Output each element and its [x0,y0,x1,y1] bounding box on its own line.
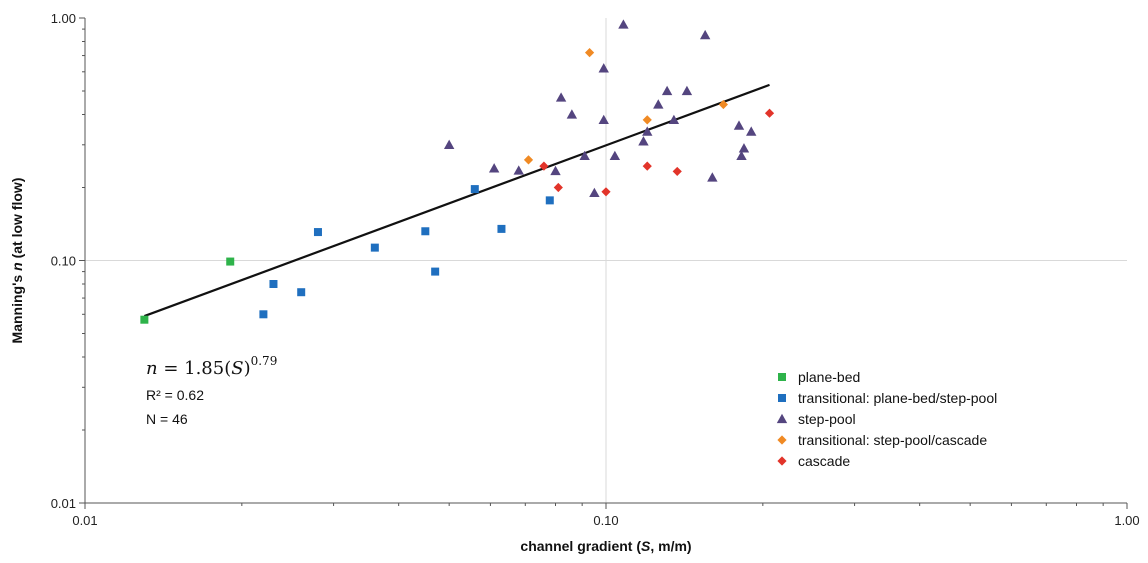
x-tick-label-2: 1.00 [1114,513,1139,528]
data-point [601,187,611,197]
data-point [598,114,609,125]
data-point [443,139,455,149]
data-point [638,136,649,146]
axes [79,17,1128,509]
x-axis-title-variable: S [641,538,651,554]
trend-line [143,83,770,318]
series-step-pool [443,19,757,198]
equation-var: S [231,358,243,379]
data-point [140,315,149,324]
y-axis-title-suffix: (at low flow) [9,178,25,263]
data-point [584,47,595,58]
data-point [718,99,728,110]
data-point [259,310,268,319]
tick-labels: 0.01 0.10 1.00 0.01 0.10 1.00 [51,11,1140,528]
gridlines [85,18,1127,503]
y-tick-label-0: 0.01 [51,496,76,511]
data-point [642,126,653,136]
legend-marker-4 [777,456,787,466]
data-point [566,109,578,119]
legend-marker-2 [776,413,788,424]
x-tick-label-1: 0.10 [593,513,618,528]
legend: plane-bed transitional: plane-bed/step-po… [776,369,997,469]
data-point [598,63,609,73]
data-point [431,267,440,276]
legend-label-1: transitional: plane-bed/step-pool [798,390,997,406]
y-axis-title-variable: n [9,262,25,271]
data-point [523,155,534,165]
data-point [497,224,506,233]
x-axis-title: channel gradient (S, m/m) [520,538,691,554]
equation-mid: = 1.85( [158,358,232,379]
data-point [539,161,549,171]
data-point [370,243,379,252]
y-axis-title-prefix: Manning's [9,271,25,344]
equation-exponent: 0.79 [251,354,278,368]
legend-label-2: step-pool [798,411,856,427]
data-point [642,161,652,171]
data-point [488,163,500,173]
x-axis-title-prefix: channel gradient ( [520,538,641,554]
y-tick-label-1: 0.10 [51,254,76,269]
series-transitional-plane-bed-step-pool [259,185,554,319]
legend-label-0: plane-bed [798,369,860,385]
data-point [642,115,652,125]
y-axis-title: Manning's n (at low flow) [9,178,25,344]
n-count-label: N = 46 [146,411,188,427]
data-point [609,150,621,161]
x-tick-label-0: 0.01 [72,513,97,528]
data-point [672,166,682,177]
data-point [555,92,567,102]
data-point [550,165,561,176]
y-tick-label-2: 1.00 [51,11,76,26]
data-point [579,150,590,161]
legend-marker-3 [777,435,787,445]
data-point [618,19,629,29]
data-point [668,114,680,125]
data-point [661,85,673,96]
data-point [681,85,693,96]
data-point [707,172,718,182]
equation-lhs: n [146,358,158,379]
data-point [226,257,235,266]
data-point [738,143,750,153]
series-transitional-step-pool-cascade [523,47,728,165]
data-point [736,150,747,161]
data-points [140,19,775,324]
legend-marker-0 [778,373,786,381]
series-plane-bed [140,257,235,324]
data-point [764,108,775,118]
r-squared-label: R² = 0.62 [146,387,204,403]
data-point [513,165,524,175]
equation-rhs: ) [244,358,251,379]
data-point [421,227,430,236]
data-point [269,280,278,289]
x-axis-title-suffix: , m/m) [650,538,691,554]
data-point [553,182,563,193]
data-point [653,99,664,109]
data-point [297,288,306,297]
data-point [470,185,479,194]
data-point [589,187,600,198]
legend-label-4: cascade [798,453,850,469]
data-point [746,126,757,136]
fit-equation: n = 1.85(S)0.79 [146,354,277,379]
equation-annotation: n = 1.85(S)0.79 R² = 0.62 N = 46 [146,354,277,427]
legend-label-3: transitional: step-pool/cascade [798,432,987,448]
legend-marker-1 [778,394,786,402]
data-point [733,120,745,130]
data-point [545,196,554,205]
data-point [699,29,711,40]
series-cascade [539,108,775,197]
data-point [313,228,322,237]
